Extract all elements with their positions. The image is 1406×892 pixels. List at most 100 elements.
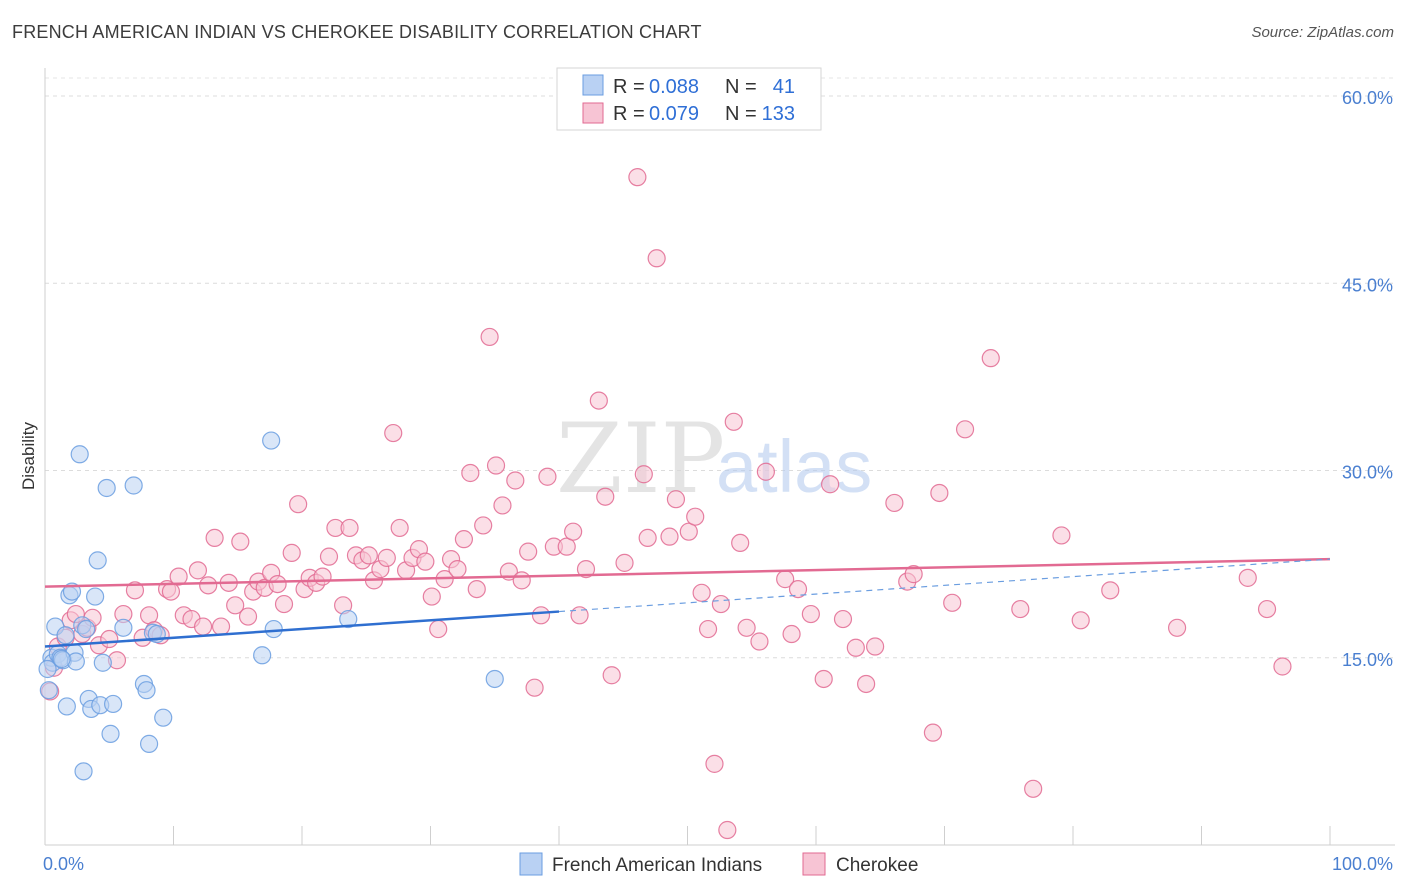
- cherokee-point-53: [377, 548, 396, 567]
- french-american-indians-point-23: [97, 478, 116, 498]
- chart-title: FRENCH AMERICAN INDIAN VS CHEROKEE DISAB…: [12, 22, 702, 42]
- french-american-indians-point-22: [93, 653, 112, 672]
- french-american-indians-point-35: [262, 431, 281, 450]
- cherokee-point-95: [686, 507, 705, 526]
- legend-r-label-2: R =: [613, 103, 645, 125]
- cherokee-point-96: [692, 583, 711, 602]
- cherokee-point-126: [1052, 526, 1071, 545]
- cherokee-point-70: [486, 456, 506, 475]
- cherokee-point-64: [448, 560, 467, 579]
- french-american-indians-point-30: [139, 734, 159, 753]
- x-tick-labels: 0.0% 100.0%: [43, 854, 1393, 874]
- french-american-indians-point-24: [101, 724, 120, 743]
- cherokee-point-87: [615, 553, 634, 572]
- cherokee-point-81: [564, 522, 583, 541]
- cherokee-point-78: [538, 467, 557, 486]
- cherokee-point-120: [930, 483, 949, 503]
- cherokee-point-102: [731, 533, 750, 553]
- cherokee-point-111: [821, 475, 840, 494]
- french-american-indians-point-19: [86, 587, 105, 606]
- cherokee-point-97: [698, 619, 718, 639]
- cherokee-point-124: [1011, 599, 1030, 619]
- cherokee-point-43: [313, 567, 332, 586]
- cherokee-point-104: [750, 632, 769, 651]
- cherokee-point-38: [282, 543, 301, 562]
- cherokee-point-74: [512, 571, 531, 590]
- cherokee-point-107: [782, 624, 801, 644]
- cherokee-point-130: [1238, 568, 1257, 587]
- cherokee-point-118: [904, 565, 923, 584]
- cherokee-point-77: [531, 606, 551, 625]
- legend-n-value-2: 133: [762, 103, 795, 125]
- french-american-indians-point-39: [38, 659, 57, 679]
- cherokee-point-73: [506, 471, 525, 490]
- cherokee-point-115: [866, 637, 885, 656]
- cherokee-point-67: [467, 579, 486, 599]
- cherokee-point-132: [1273, 657, 1292, 676]
- cherokee-point-99: [711, 594, 731, 614]
- cherokee-point-71: [493, 496, 512, 515]
- cherokee-point-55: [390, 518, 409, 538]
- cherokee-point-88: [628, 168, 647, 187]
- cherokee-point-26: [205, 528, 224, 548]
- legend-swatch-pink: [582, 102, 604, 124]
- cherokee-point-90: [638, 528, 657, 548]
- french-american-indians-trend-extension: [558, 558, 1331, 613]
- french-american-indians-point-33: [154, 708, 173, 727]
- legend-swatch-blue: [582, 74, 604, 96]
- cherokee-point-54: [384, 423, 403, 443]
- french-american-indians-point-26: [114, 618, 133, 637]
- cherokee-point-94: [679, 522, 698, 541]
- cherokee-point-108: [788, 579, 808, 599]
- x-tick-label-0: 0.0%: [43, 854, 84, 874]
- cherokee-point-44: [319, 547, 339, 566]
- cherokee-point-116: [885, 493, 904, 513]
- series-legend-label-pink: Cherokee: [836, 855, 918, 876]
- series-french-american-indians-points: [38, 431, 504, 781]
- cherokee-point-23: [188, 561, 208, 580]
- french-american-indians-point-36: [264, 619, 283, 639]
- cherokee-point-112: [833, 609, 853, 629]
- cherokee-point-68: [474, 516, 493, 535]
- cherokee-point-76: [525, 678, 544, 697]
- y-tick-label-2: 45.0%: [1342, 275, 1393, 295]
- cherokee-point-80: [557, 537, 576, 556]
- y-tick-labels: 15.0% 30.0% 45.0% 60.0%: [1342, 88, 1393, 670]
- y-axis-title: Disability: [19, 421, 38, 490]
- legend-n-label-2: N =: [725, 103, 757, 125]
- cherokee-point-37: [274, 594, 294, 614]
- french-american-indians-point-20: [88, 551, 107, 570]
- series-legend-swatch-blue: [519, 852, 543, 876]
- cherokee-point-61: [429, 619, 448, 639]
- cherokee-point-98: [705, 754, 724, 773]
- cherokee-point-131: [1257, 599, 1277, 619]
- cherokee-point-31: [238, 607, 258, 626]
- series-legend-swatch-pink: [802, 852, 826, 876]
- cherokee-point-36: [268, 574, 287, 594]
- cherokee-point-101: [724, 412, 743, 431]
- cherokee-point-86: [602, 666, 621, 685]
- trend-lines: [44, 557, 1331, 648]
- cherokee-point-121: [943, 593, 962, 612]
- cherokee-point-66: [461, 463, 480, 483]
- french-american-indians-point-37: [339, 609, 358, 629]
- cherokee-point-129: [1167, 618, 1187, 637]
- cherokee-point-60: [422, 587, 441, 606]
- cherokee-point-109: [801, 604, 820, 624]
- cherokee-point-114: [857, 674, 876, 694]
- y-tick-label-1: 30.0%: [1342, 463, 1393, 483]
- watermark-atlas: atlas: [716, 425, 872, 508]
- cherokee-point-113: [846, 638, 865, 657]
- legend-n-value-1: 41: [773, 76, 795, 98]
- french-american-indians-point-38: [485, 669, 504, 689]
- legend-r-label-1: R =: [613, 76, 645, 98]
- legend-r-value-1: 0.088: [649, 76, 699, 98]
- cherokee-trend-line: [44, 557, 1331, 588]
- french-american-indians-point-16: [77, 619, 96, 639]
- french-american-indians-point-27: [124, 476, 143, 495]
- cherokee-point-125: [1024, 779, 1043, 798]
- source-credit: Source: ZipAtlas.com: [1251, 24, 1394, 41]
- french-american-indians-point-29: [137, 681, 156, 700]
- cherokee-point-25: [199, 576, 218, 595]
